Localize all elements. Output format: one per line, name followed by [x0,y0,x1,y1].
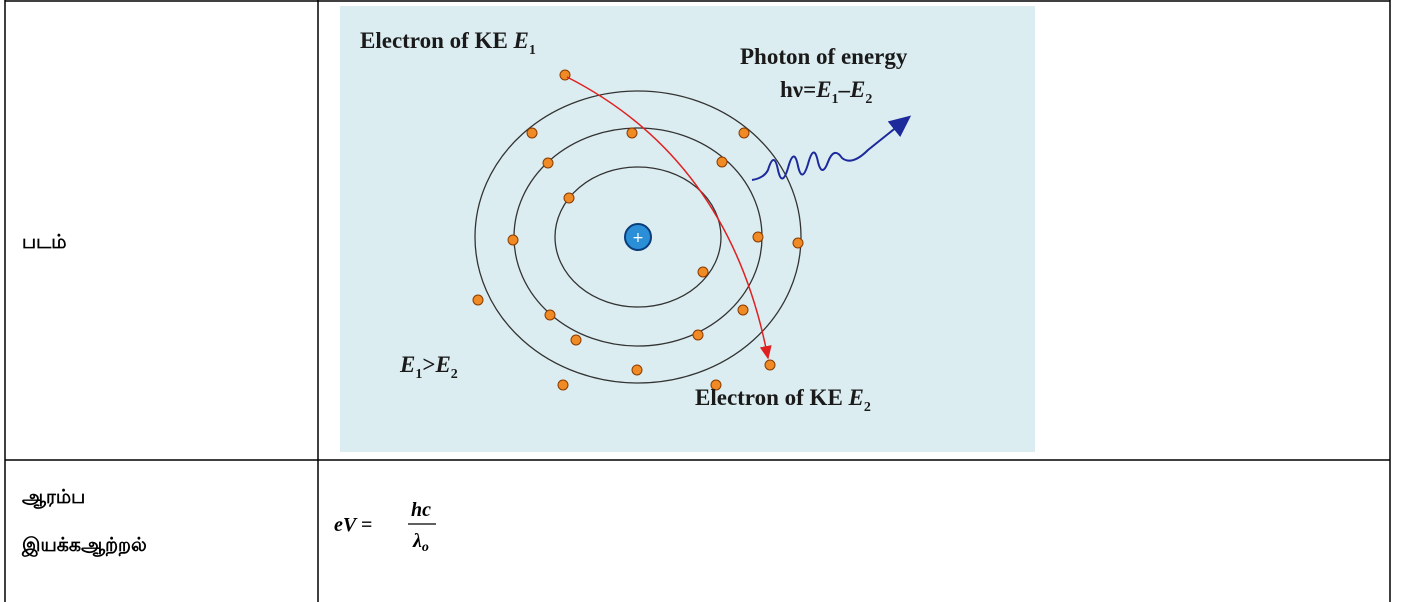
variable: E [815,77,831,102]
subscript: 2 [865,92,872,107]
subscript: 2 [864,400,871,415]
nucleus: + [625,224,651,250]
row-label: இயக்கஆற்றல் [21,534,147,557]
operator: > [422,352,435,377]
label-text: Photon of energy [740,44,908,69]
subscript: 1 [832,92,839,107]
diagram-label: Photon of energy [740,44,908,69]
variable: E [849,77,865,102]
formula-numerator: hc [411,499,431,521]
formula-denominator: λo [412,530,429,555]
denominator-sub: o [422,540,429,555]
row-label: படம் [22,231,67,253]
row-label: ஆரம்ப [22,486,85,508]
variable: E [513,28,529,53]
diagram-background [340,6,1035,452]
operator: – [838,77,851,102]
denominator: λ [412,530,422,552]
label-text: hν= [780,77,816,102]
subscript: 2 [451,367,458,382]
svg-text:+: + [632,230,644,246]
label-text: Electron of KE [695,385,849,410]
subscript: 1 [529,43,536,58]
label-text: Electron of KE [360,28,514,53]
variable: E [848,385,864,410]
page: + Electron of KE E1Photon of energyhν=E1… [0,0,1408,602]
variable: E [399,352,415,377]
variable: E [434,352,450,377]
subscript: 1 [415,367,422,382]
formula-lhs: eV = [334,514,372,536]
